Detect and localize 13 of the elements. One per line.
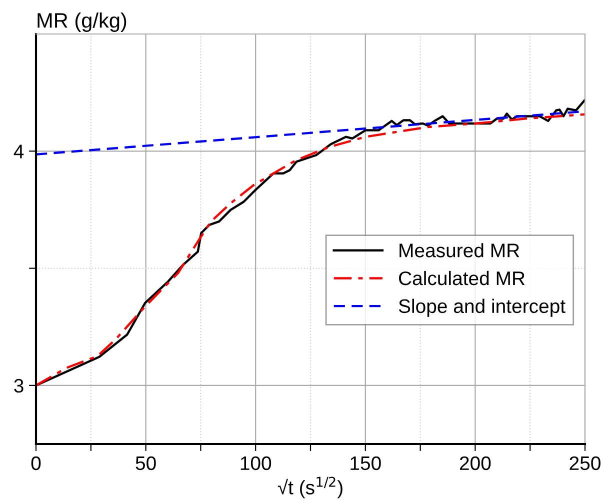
x-tick-label: 150 — [350, 456, 381, 470]
legend-label: Calculated MR — [399, 270, 525, 286]
x-tick-label: 250 — [570, 456, 600, 470]
x-tick-label: 200 — [460, 456, 491, 470]
y-tick-label: 4 — [14, 144, 24, 158]
x-tick-label: 100 — [240, 456, 272, 470]
y-axis-title: MR (g/kg) — [38, 12, 126, 32]
x-axis-title: √t (s$^{1/2}$) — [278, 476, 342, 498]
x-tick-label: 0 — [31, 456, 41, 470]
legend-label: Measured MR — [400, 243, 520, 258]
legend-label: Slope and intercept — [398, 298, 566, 317]
y-tick-label: 3 — [14, 378, 24, 393]
x-tick-label: 50 — [136, 456, 156, 470]
